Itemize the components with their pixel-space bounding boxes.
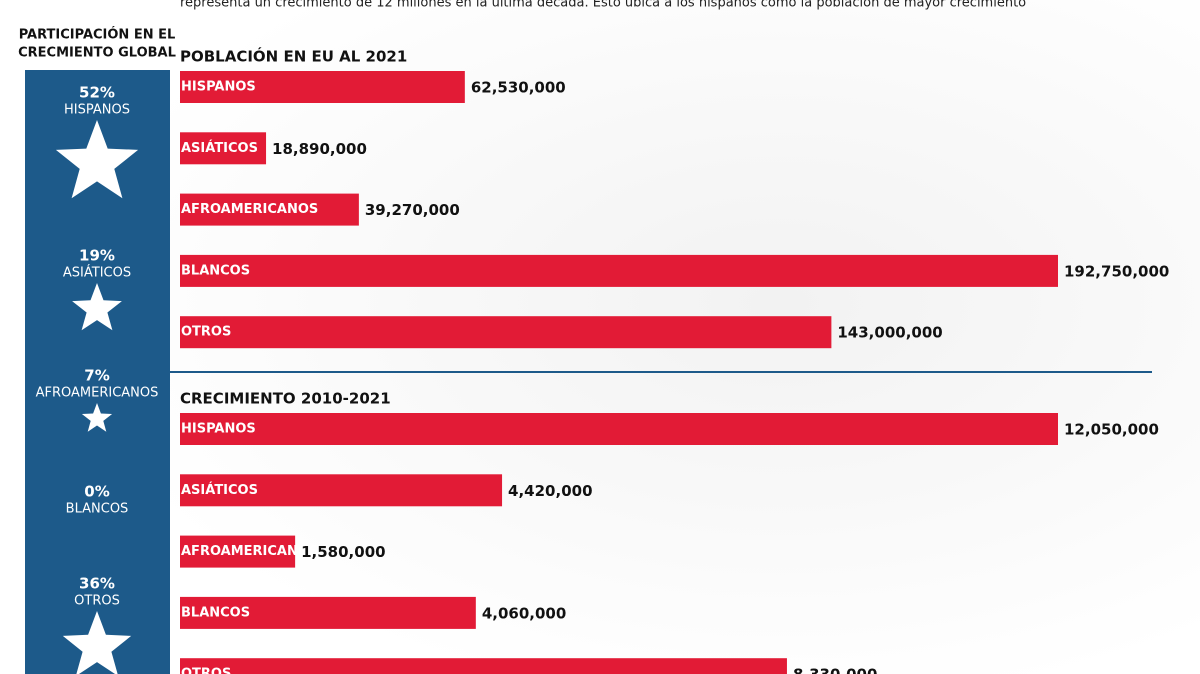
bar [180,254,1058,287]
bar [180,474,503,507]
percent-label: 52% [79,84,115,102]
percent-label: 19% [79,247,115,265]
percent-label: 0% [84,483,109,501]
value-label: 62,530,000 [471,79,566,97]
category-label: OTROS [181,667,231,674]
value-label: 8,330,000 [793,666,877,674]
chart-title: POBLACIÓN EN EU AL 2021 [180,47,407,66]
value-label: 4,060,000 [482,604,566,622]
category-label: HISPANOS [181,422,256,437]
category-label: ASIÁTICOS [181,140,258,156]
category-label: BLANCOS [181,605,250,620]
value-label: 192,750,000 [1064,262,1169,280]
group-name: AFROAMERICANOS [36,386,159,401]
star [62,611,132,674]
value-label: 143,000,000 [837,324,942,342]
bar [180,413,1058,445]
star [72,283,122,331]
bar [180,71,465,103]
category-label: OTROS [181,325,231,340]
bar [180,193,359,226]
bar [180,132,267,165]
value-label: 18,890,000 [272,140,367,158]
group-name: OTROS [74,594,120,609]
category-label: HISPANOS [181,80,256,95]
bar [180,658,787,674]
panel-title: PARTICIPACIÓN EN EL [19,27,176,43]
chart-title: CRECIMIENTO 2010-2021 [180,390,391,408]
group-name: BLANCOS [66,502,129,517]
value-label: 1,580,000 [301,543,385,561]
category-label: BLANCOS [181,263,250,278]
value-label: 4,420,000 [508,482,592,500]
star [81,403,113,432]
bar [180,596,476,629]
panel-title: CRECMIENTO GLOBAL [18,46,176,61]
star [55,120,139,199]
intro-text: representa un crecimiento de 12 millones… [180,0,1026,11]
percent-label: 36% [79,575,115,593]
group-name: HISPANOS [64,103,130,118]
bar [180,535,296,568]
value-label: 39,270,000 [365,201,460,219]
group-name: ASIÁTICOS [63,265,131,281]
bar [180,316,832,349]
category-label: AFROAMERICANOS [181,202,318,217]
value-label: 12,050,000 [1064,421,1159,439]
percent-label: 7% [84,367,109,385]
category-label: AFROAMERICANOS [181,544,318,559]
category-label: ASIÁTICOS [181,482,258,498]
